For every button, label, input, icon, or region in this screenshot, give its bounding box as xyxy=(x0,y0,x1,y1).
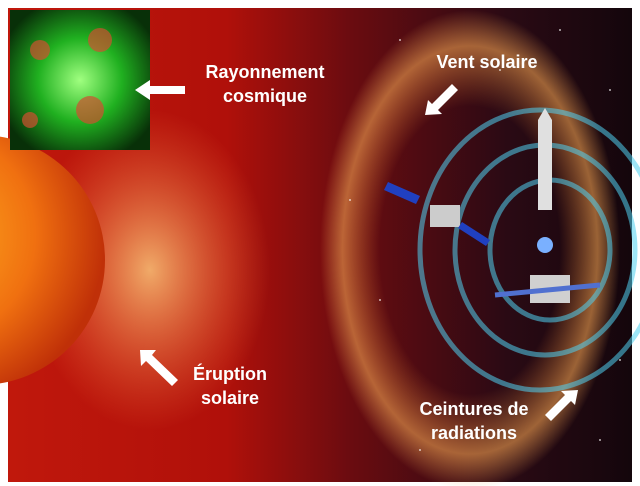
label: cosmique xyxy=(223,86,307,106)
scene: Rayonnement cosmique Vent solaire Érupti… xyxy=(0,0,640,486)
label: Ceintures de xyxy=(419,399,528,419)
label: Vent solaire xyxy=(436,52,537,72)
label: solaire xyxy=(201,388,259,408)
label: Éruption xyxy=(193,363,267,384)
rocket xyxy=(538,108,552,210)
label: radiations xyxy=(431,423,517,443)
label: Rayonnement xyxy=(205,62,324,82)
earth xyxy=(537,237,553,253)
cosmic-inset xyxy=(10,10,150,150)
